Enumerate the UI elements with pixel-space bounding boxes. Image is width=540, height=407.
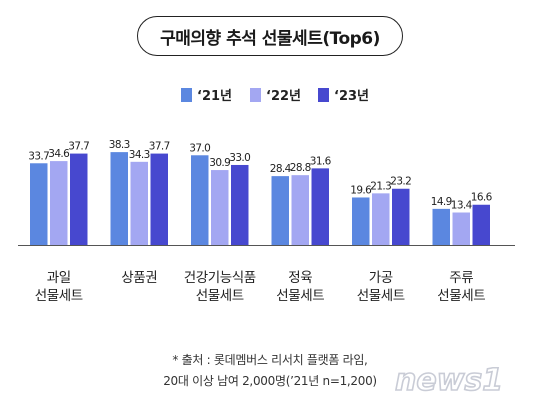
legend-label-2: ‘22년 [266, 89, 301, 104]
legend: ‘21년 ‘22년 ‘23년 [181, 88, 369, 104]
value-label-4-1: 28.4 [270, 163, 292, 175]
bar-2-2 [130, 161, 148, 245]
legend-swatch-3 [318, 88, 329, 102]
bars [30, 152, 490, 245]
bar-4-3 [311, 168, 329, 245]
footnote-line-2: 20대 이상 남여 2,000명(’21년 n=1,200) [163, 374, 377, 388]
legend-label-3: ‘23년 [334, 89, 369, 104]
value-label-2-1: 38.3 [109, 139, 130, 151]
category-label-6-line-1: 주류 [449, 270, 473, 286]
category-label-3-line-1: 건강기능식품 [184, 270, 256, 286]
category-label-1-line-2: 선물세트 [35, 288, 83, 304]
value-label-2-2: 34.3 [129, 149, 150, 161]
bar-2-1 [110, 152, 128, 245]
footnote-line-1: * 출처 : 롯데멤버스 리서치 플랫폼 라임, [172, 353, 368, 367]
bar-2-3 [150, 153, 168, 245]
category-label-1-line-1: 과일 [47, 270, 71, 286]
category-label-6-line-2: 선물세트 [437, 288, 485, 304]
category-label-5-line-2: 선물세트 [357, 288, 405, 304]
value-label-3-1: 37.0 [189, 142, 210, 154]
legend-swatch-2 [250, 88, 261, 102]
category-label-3-line-2: 선물세트 [196, 288, 244, 304]
value-label-5-2: 21.3 [370, 180, 391, 192]
value-labels: 33.7 34.637.7 38.334.337.7 37.030.9 33.028.4… [28, 139, 493, 212]
value-label-3-2: 30.9 [209, 157, 230, 169]
value-label-5-3: 23.2 [390, 176, 411, 188]
category-label-5-line-1: 가공 [369, 270, 393, 286]
bar-1-3 [70, 153, 88, 245]
value-label-1-3: 37.7 [68, 141, 89, 153]
category-label-4-line-2: 선물세트 [276, 288, 324, 304]
value-label-5-1: 19.6 [350, 184, 372, 196]
bar-6-1 [432, 208, 450, 245]
bar-3-1 [191, 155, 209, 245]
value-label-4-2: 28.8 [290, 162, 311, 174]
value-label-4-3: 31.6 [310, 155, 332, 167]
bar-3-3 [231, 164, 249, 245]
value-label-6-3: 16.6 [471, 192, 493, 204]
news1-watermark: news1 [395, 362, 504, 399]
bar-5-1 [352, 197, 370, 245]
value-label-3-3: 33.0 [229, 152, 250, 164]
bar-5-3 [392, 188, 410, 245]
legend-label-1: ‘21년 [197, 89, 232, 104]
value-label-1-2: 34.6 [48, 148, 70, 160]
value-label-1-1: 33.7 [28, 150, 49, 162]
bar-6-3 [472, 204, 490, 245]
bar-1-2 [50, 161, 68, 245]
category-label-2-line-1: 상품권 [121, 270, 157, 286]
bar-3-2 [211, 170, 229, 245]
bar-4-1 [271, 176, 289, 245]
bar-6-2 [452, 212, 470, 245]
legend-swatch-1 [181, 88, 192, 102]
footnote: * 출처 : 롯데멤버스 리서치 플랫폼 라임, 20대 이상 남여 2,000… [0, 350, 540, 392]
bar-4-2 [291, 175, 309, 245]
bar-chart: ‘21년 ‘22년 ‘23년 33.7 34.637.7 38.334.337.7 37.… [18, 88, 515, 304]
value-label-6-2: 13.4 [451, 200, 473, 212]
value-label-2-3: 37.7 [149, 141, 170, 153]
value-label-6-1: 14.9 [431, 196, 452, 208]
bar-5-2 [372, 193, 390, 245]
bar-1-1 [30, 163, 48, 245]
chart-title: 구매의향 추석 선물세트(Top6) [137, 16, 403, 56]
category-label-4-line-1: 정육 [288, 270, 312, 286]
watermark-text: news1 [395, 363, 503, 398]
